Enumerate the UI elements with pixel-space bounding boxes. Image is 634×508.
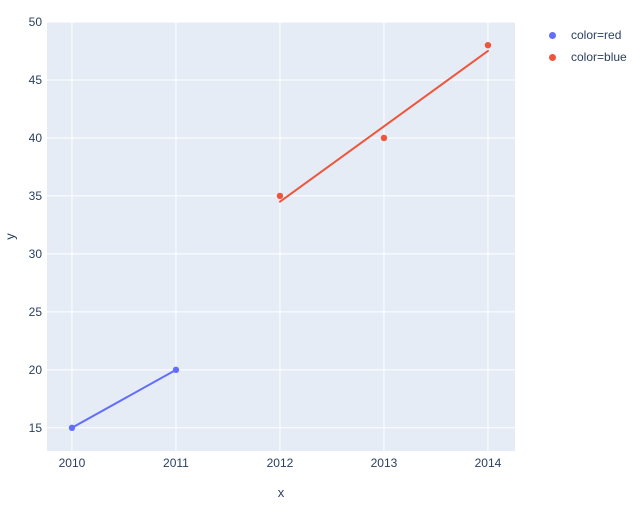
legend-label: color=blue <box>571 50 627 64</box>
y-tick-label: 15 <box>28 420 42 435</box>
data-point-series-0 <box>172 366 180 374</box>
legend-item-1[interactable]: color=blue <box>539 46 627 68</box>
data-point-series-1 <box>484 41 492 49</box>
plot-area[interactable] <box>47 22 515 451</box>
data-point-series-0 <box>68 424 76 432</box>
trendline-series-0 <box>70 368 177 429</box>
x-tick-label: 2014 <box>474 456 502 470</box>
legend-marker-icon <box>549 31 556 39</box>
data-point-series-1 <box>380 134 388 142</box>
legend-item-0[interactable]: color=red <box>539 24 627 46</box>
y-tick-label: 25 <box>28 304 42 319</box>
legend: color=red color=blue <box>539 24 627 68</box>
data-point-series-1 <box>276 192 284 200</box>
trendline-series-1 <box>278 49 489 203</box>
x-tick-label: 2012 <box>266 456 294 470</box>
y-tick-label: 40 <box>28 130 42 145</box>
x-axis-title: x <box>277 485 285 500</box>
x-tick-label: 2013 <box>370 456 398 470</box>
y-tick-label: 35 <box>28 188 42 203</box>
y-tick-label: 30 <box>28 246 42 261</box>
x-tick-label: 2010 <box>58 456 86 470</box>
y-tick-label: 20 <box>28 362 42 377</box>
legend-label: color=red <box>571 28 622 42</box>
y-tick-label: 45 <box>28 72 42 87</box>
y-tick-label: 50 <box>28 15 42 29</box>
legend-marker-icon <box>549 53 556 61</box>
x-tick-label: 2011 <box>163 456 189 470</box>
